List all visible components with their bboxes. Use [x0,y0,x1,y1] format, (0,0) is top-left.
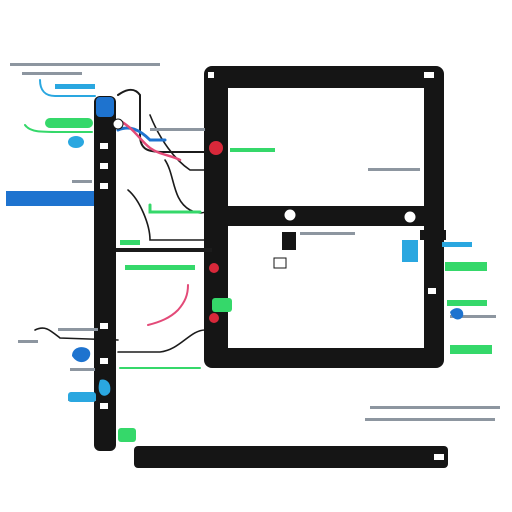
red-junction-icon [209,263,219,273]
wire-green-b [148,203,202,214]
white-bullet-icon [403,210,417,224]
wire-dark-top [117,88,206,153]
wire-blue-top [39,79,96,97]
pane-middle [228,226,424,348]
green-pill-1 [45,118,93,128]
bus-bottom [134,446,448,468]
bus-vertical [94,96,116,451]
red-junction-icon [209,141,223,155]
wire-pink-a [120,120,182,162]
wire-green-a [24,124,93,133]
white-bullet-icon [283,208,297,222]
wire-pink-c [147,284,189,326]
bus-highlight-blue [96,97,114,117]
blob-marker-icon [72,347,91,363]
plug-connector-icon [273,257,287,269]
wire-dark-left-a [127,189,206,241]
pane-top [228,88,424,206]
blob-marker-icon [98,379,111,396]
plug-connector-icon [282,232,296,250]
wire-dark-lower-a [34,327,119,341]
pin-markers [100,72,444,460]
label-strokes [10,63,500,421]
green-pill-3 [68,392,96,402]
blue-label-bar [6,191,94,206]
bus-mid-top [116,248,212,252]
blob-marker-icon [450,308,464,320]
red-junction-icon [209,313,219,323]
white-bullet-icon [112,118,124,130]
wire-dark-left-b [164,159,206,214]
wire-dark-top-2 [149,114,206,171]
blob-markers [68,136,464,396]
green-pill-2 [212,298,232,312]
bus-right-arm [420,230,446,240]
blob-marker-icon [402,240,418,262]
blob-marker-icon [68,136,84,148]
wire-dark-lower-b [117,329,206,353]
bus-highlight-green [118,428,136,442]
wire-blue-mid [116,126,167,142]
